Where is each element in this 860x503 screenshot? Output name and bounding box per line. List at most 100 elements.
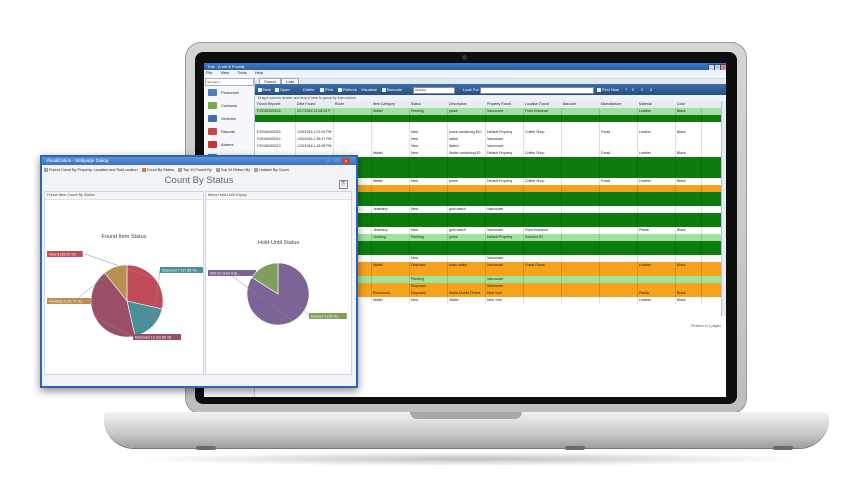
- export-icon[interactable]: ⎘: [339, 180, 348, 189]
- table-cell: [485, 248, 524, 255]
- table-cell: Guest Room: [523, 262, 562, 269]
- sidebar-item[interactable]: Reports: [204, 126, 254, 137]
- table-cell: [561, 206, 600, 213]
- table-row[interactable]: Jewellery New gold watch Vancouver: [255, 206, 721, 213]
- table-cell: [523, 297, 562, 304]
- table-cell: [409, 248, 448, 255]
- table-cell: [447, 157, 486, 164]
- column-header[interactable]: Color: [677, 102, 686, 106]
- table-cell: Default Property: [485, 150, 524, 157]
- data-label-text: Expired 3 (16 %): [311, 314, 338, 318]
- table-row[interactable]: Clothing Pending purse Default Property Swed…: [255, 234, 721, 241]
- table-cell: New York: [485, 297, 524, 304]
- menu-file[interactable]: File: [206, 70, 213, 75]
- open-icon: [275, 87, 279, 92]
- table-cell: [409, 164, 448, 171]
- table-cell: purse: [447, 234, 486, 241]
- table-row[interactable]: Jewellery New gold watch Vancouver Front Ent…: [255, 227, 721, 234]
- table-cell: Sweden R1: [523, 234, 562, 241]
- table-row[interactable]: F20160000016 1/25/2016 1:01:04 PM New purse…: [255, 129, 721, 136]
- column-header[interactable]: Status: [411, 102, 421, 106]
- table-cell: [523, 171, 562, 178]
- table-cell: [333, 248, 372, 255]
- chart-option[interactable]: Count By Status: [141, 167, 174, 174]
- menu-help[interactable]: Help: [254, 70, 264, 75]
- table-row[interactable]: F20160000014 1/20/2016 1:25:47 PM New watch…: [255, 136, 721, 143]
- table-cell: [523, 290, 562, 297]
- pie-title: Hold-Until Status: [257, 240, 300, 246]
- print-button[interactable]: Print: [320, 84, 333, 95]
- table-cell: [523, 157, 562, 164]
- table-row[interactable]: Disposed Vancouver: [255, 283, 721, 290]
- table-row[interactable]: [255, 122, 721, 129]
- tab-lost[interactable]: Lost: [281, 78, 299, 85]
- table-row[interactable]: F20160000016 2/17/2016 12:08:28 P Wallet Pe…: [255, 108, 721, 115]
- table-cell: [447, 185, 486, 192]
- column-header[interactable]: Item Category: [373, 102, 395, 106]
- leader-line: [94, 316, 134, 338]
- sidebar-item[interactable]: Personnel: [204, 87, 254, 98]
- chart-option[interactable]: Top 10 Return By: [215, 167, 250, 174]
- table-row[interactable]: New Vancouver: [255, 255, 721, 262]
- table-cell: [371, 199, 410, 206]
- table-cell: [637, 157, 676, 164]
- find-now-button[interactable]: Find Now: [597, 84, 619, 95]
- table-cell: Default Property: [485, 234, 524, 241]
- table-cell: [333, 262, 372, 269]
- sidebar-item[interactable]: Alarms: [204, 139, 254, 150]
- open-button[interactable]: Open: [275, 84, 290, 95]
- chart-option[interactable]: Top 10 Found By: [178, 167, 212, 174]
- pie-title: Found Item Status: [101, 234, 147, 240]
- table-cell: Leather: [637, 150, 676, 157]
- table-cell: Black: [675, 129, 702, 136]
- table-cell: Fossil: [599, 150, 638, 157]
- sidebar-item[interactable]: Contacts: [204, 100, 254, 111]
- checkbox-icon: [141, 168, 146, 172]
- find-icon: [597, 87, 601, 92]
- column-header[interactable]: Property Found: [487, 102, 512, 106]
- sidebar-item[interactable]: Vehicles: [204, 113, 254, 124]
- filter-select[interactable]: All Data: [413, 87, 455, 94]
- sidebar-item-icon: [208, 102, 217, 109]
- column-header[interactable]: Room: [335, 102, 345, 106]
- barcode-button[interactable]: Barcode: [382, 84, 402, 95]
- column-header[interactable]: Found Report#: [257, 102, 281, 106]
- column-header[interactable]: Date Found: [297, 102, 316, 106]
- print-icon: [320, 87, 324, 92]
- tab-found[interactable]: Found: [259, 78, 281, 85]
- table-cell: [333, 115, 372, 122]
- column-header[interactable]: Manufacturer: [601, 102, 622, 106]
- table-cell: [371, 171, 410, 178]
- chart-option[interactable]: Found Count By Property, Location and Su…: [44, 167, 138, 174]
- dialog-minimize-icon[interactable]: –: [326, 158, 330, 163]
- table-cell: [485, 213, 524, 220]
- table-cell: [675, 276, 702, 283]
- column-header[interactable]: Material: [639, 102, 652, 106]
- dialog-maximize-icon[interactable]: □: [335, 158, 339, 163]
- new-button[interactable]: New: [258, 84, 271, 95]
- help-icon[interactable]: ?: [625, 87, 628, 92]
- grid-scrollbar[interactable]: [721, 101, 726, 316]
- app-titlebar: Trak - [Lost & Found]: [204, 63, 726, 70]
- table-row[interactable]: [255, 115, 721, 122]
- table-cell: [561, 283, 600, 290]
- chart-option[interactable]: Unlabel By Count: [254, 167, 289, 174]
- dialog-close-icon[interactable]: x: [342, 158, 350, 164]
- table-row[interactable]: F20160000013 1/20/2016 1:15:06 PM New Watch…: [255, 143, 721, 150]
- refresh-button[interactable]: Refresh: [338, 84, 357, 95]
- delete-button[interactable]: Delete: [303, 87, 315, 92]
- menu-view[interactable]: View: [220, 70, 230, 75]
- table-cell: 1/20/2016 1:25:47 PM: [295, 136, 334, 143]
- column-header[interactable]: Description: [449, 102, 467, 106]
- menu-tools[interactable]: Tools: [237, 70, 247, 75]
- table-row[interactable]: Wallet New Wallet containing $3 Default Pro…: [255, 150, 721, 157]
- table-cell: Black: [675, 108, 702, 115]
- visualize-button[interactable]: Visualize: [361, 87, 377, 92]
- table-cell: [561, 171, 600, 178]
- column-header[interactable]: Barcode: [563, 102, 577, 106]
- table-cell: [295, 150, 334, 157]
- look-for-input[interactable]: [480, 87, 594, 94]
- column-header[interactable]: Location Found: [525, 102, 550, 106]
- navigator-search[interactable]: Navigator: [205, 78, 254, 86]
- table-row[interactable]: Wallet Disposed black wallet Vancouver Guest…: [255, 262, 721, 269]
